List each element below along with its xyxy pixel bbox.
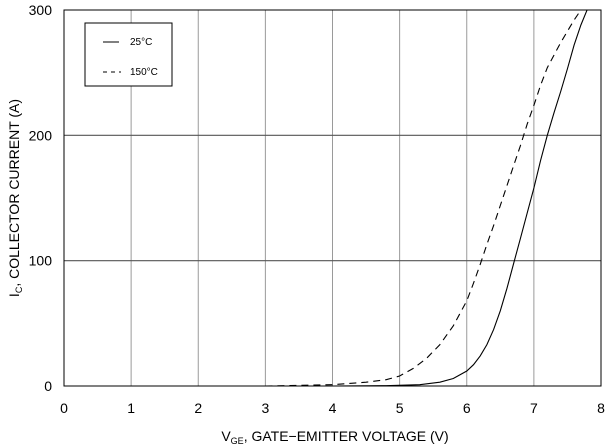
grid-lines [64,10,601,386]
x-axis-title: VGE, GATE−EMITTER VOLTAGE (V) [221,428,448,446]
y-tick-label: 200 [29,127,53,143]
y-tick-label: 100 [29,253,53,269]
y-tick-label: 300 [29,2,53,18]
legend-label-25c: 25°C [130,37,152,48]
series-layer [97,10,588,386]
x-tick-label: 2 [194,400,202,416]
y-axis-title: IC, COLLECTOR CURRENT (A) [6,99,24,297]
x-tick-label: 5 [396,400,404,416]
x-tick-label: 4 [329,400,337,416]
x-tick-labels: 0 1 2 3 4 5 6 7 8 [60,400,605,416]
x-tick-label: 6 [463,400,471,416]
legend-label-150c: 150°C [130,67,158,78]
y-tick-label: 0 [44,378,52,394]
legend: 25°C 150°C [84,22,173,87]
plot-frame [63,9,602,387]
x-tick-label: 3 [261,400,269,416]
legend-box [84,22,173,87]
x-tick-label: 8 [597,400,605,416]
x-tick-label: 1 [127,400,135,416]
y-tick-labels: 0 100 200 300 [29,2,53,394]
x-tick-label: 0 [60,400,68,416]
x-tick-label: 7 [530,400,538,416]
series-line-1 [265,10,582,386]
series-line-0 [97,10,588,386]
